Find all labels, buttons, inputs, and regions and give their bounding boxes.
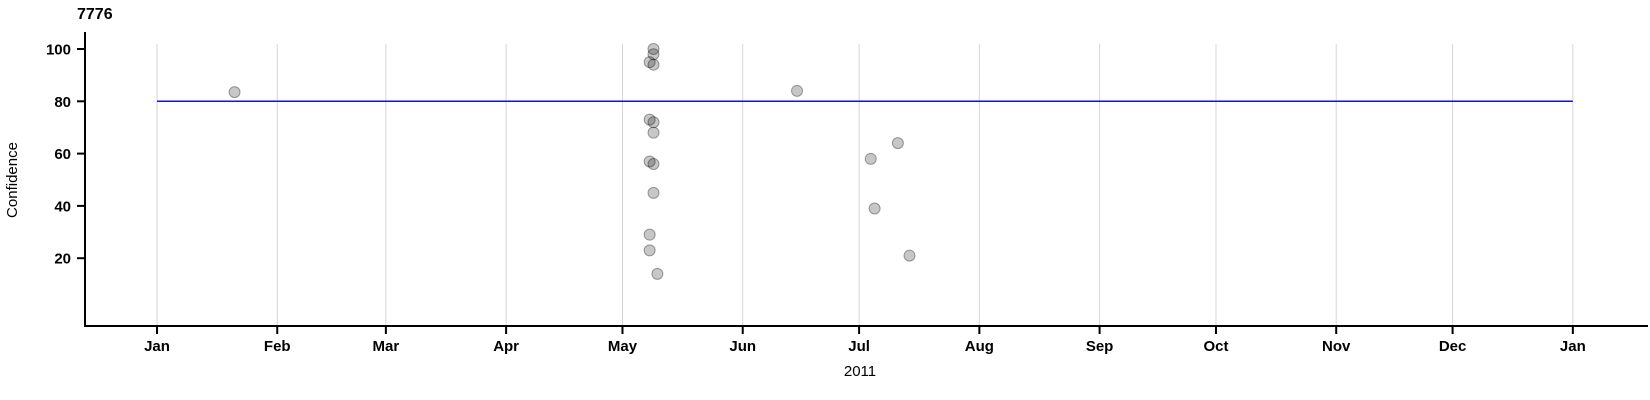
points-layer bbox=[228, 43, 916, 280]
data-point bbox=[868, 202, 881, 215]
data-point bbox=[647, 126, 660, 139]
y-tick-label: 40 bbox=[54, 198, 71, 215]
data-point bbox=[651, 267, 664, 280]
data-point bbox=[864, 152, 877, 165]
data-point bbox=[643, 228, 656, 241]
axes-layer bbox=[84, 32, 1648, 327]
x-tick-label: Oct bbox=[1203, 338, 1228, 355]
y-tick-label: 20 bbox=[54, 251, 71, 268]
data-point bbox=[891, 137, 904, 150]
data-point bbox=[903, 249, 916, 262]
x-tick-label: Jan bbox=[144, 338, 170, 355]
x-tick-label: Feb bbox=[264, 338, 291, 355]
x-tick-label: Sep bbox=[1086, 338, 1114, 355]
y-tick-label: 60 bbox=[54, 146, 71, 163]
x-tick-label: Nov bbox=[1322, 338, 1351, 355]
x-tick-label: Jun bbox=[729, 338, 756, 355]
data-point bbox=[228, 86, 241, 99]
gridlines-layer bbox=[156, 44, 1574, 325]
x-tick-label: Jan bbox=[1560, 338, 1586, 355]
data-point bbox=[643, 113, 656, 126]
x-axis-title: 2011 bbox=[844, 363, 876, 380]
data-point bbox=[647, 48, 660, 61]
y-tick-label: 100 bbox=[46, 42, 71, 59]
data-point bbox=[643, 56, 656, 69]
data-point bbox=[647, 58, 660, 71]
chart-title: 7776 bbox=[77, 6, 113, 23]
data-point bbox=[647, 43, 660, 55]
x-tick-label: Mar bbox=[373, 338, 400, 355]
data-point bbox=[647, 186, 660, 199]
x-tick-label: Aug bbox=[965, 338, 994, 355]
x-tick-label: May bbox=[608, 338, 638, 355]
x-tick-label: Dec bbox=[1439, 338, 1467, 355]
ticks-layer: 100 80 60 40 20 Jan Feb Mar Apr May Jun Jul Aug Sep Oc… bbox=[46, 42, 1586, 356]
y-tick-label: 80 bbox=[54, 94, 71, 111]
y-axis-title: Confidence bbox=[4, 142, 21, 218]
x-tick-label: Apr bbox=[493, 338, 519, 355]
data-point bbox=[643, 155, 656, 168]
data-point bbox=[791, 84, 804, 97]
x-tick-label: Jul bbox=[848, 338, 870, 355]
data-point bbox=[647, 158, 660, 171]
data-point bbox=[647, 116, 660, 129]
data-point bbox=[643, 244, 656, 257]
